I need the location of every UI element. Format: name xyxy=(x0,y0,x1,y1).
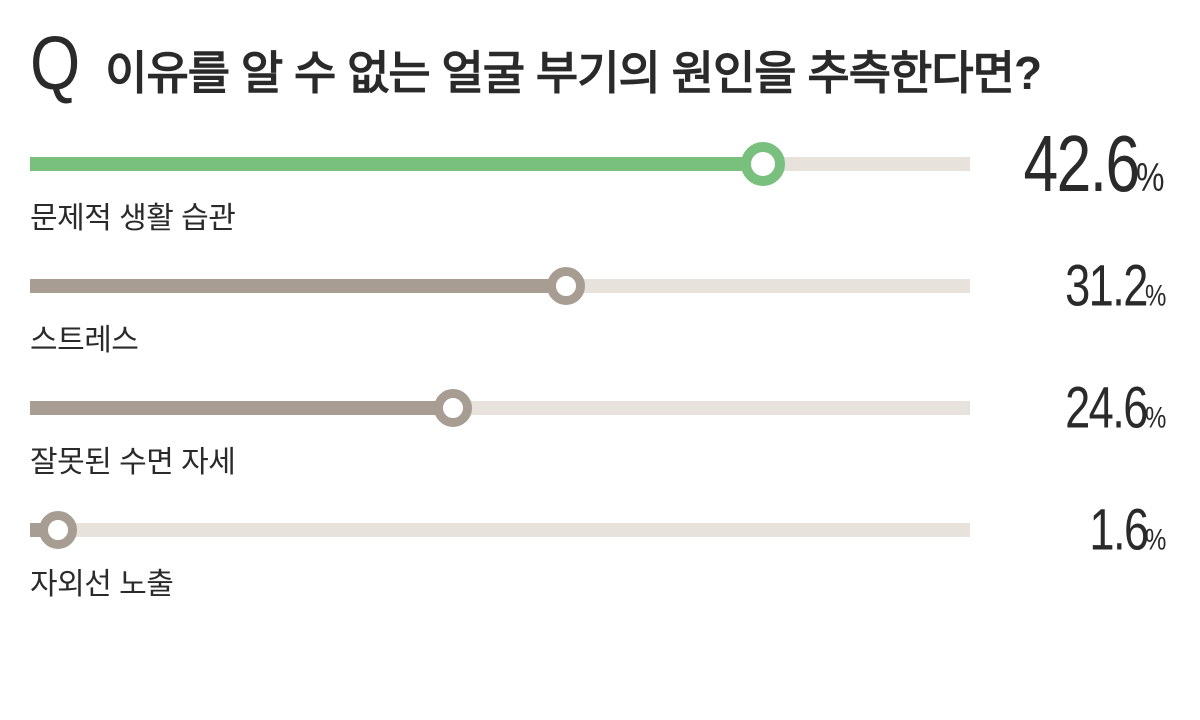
bar-value-number: 24.6 xyxy=(1065,375,1147,442)
bar-track xyxy=(30,523,970,537)
bar-value-number: 31.2 xyxy=(1065,253,1147,320)
bar-value: 31.2% xyxy=(1042,253,1170,320)
bar-row: 42.6%문제적 생활 습관 xyxy=(30,157,1170,237)
bar-fill xyxy=(30,401,453,415)
bar-track-wrap: 42.6% xyxy=(30,157,1170,171)
bar-label: 스트레스 xyxy=(30,315,1170,359)
bar-fill xyxy=(30,279,566,293)
question-text: 이유를 알 수 없는 얼굴 부기의 원인을 추측한다면? xyxy=(105,37,1041,103)
bar-value-number: 42.6 xyxy=(1023,118,1138,210)
bar-track-wrap: 31.2% xyxy=(30,279,1170,293)
bar-value-number: 1.6 xyxy=(1089,497,1147,564)
bar-fill xyxy=(30,157,763,171)
bar-row: 1.6% 자외선 노출 xyxy=(30,523,1170,603)
percent-sign: % xyxy=(1145,524,1165,558)
bar-track-wrap: 24.6% xyxy=(30,401,1170,415)
bars-container: 42.6%문제적 생활 습관31.2%스트레스24.6%잘못된 수면 자세1.6… xyxy=(30,157,1170,603)
bar-row: 24.6% 잘못된 수면 자세 xyxy=(30,401,1170,481)
percent-sign: % xyxy=(1145,280,1165,314)
bar-value: 42.6% xyxy=(991,118,1170,210)
percent-sign: % xyxy=(1136,156,1163,201)
bar-label: 잘못된 수면 자세 xyxy=(30,437,1170,481)
bar-background xyxy=(30,523,970,537)
bar-knob xyxy=(547,267,585,305)
percent-sign: % xyxy=(1145,402,1165,436)
q-mark: Q xyxy=(30,20,79,107)
bar-track xyxy=(30,157,970,171)
bar-knob xyxy=(741,142,785,186)
bar-track xyxy=(30,401,970,415)
bar-knob xyxy=(39,511,77,549)
bar-value: 24.6% xyxy=(1042,375,1170,442)
bar-label: 자외선 노출 xyxy=(30,559,1170,603)
bar-knob xyxy=(434,389,472,427)
bar-track-wrap: 1.6% xyxy=(30,523,1170,537)
bar-row: 31.2% 스트레스 xyxy=(30,279,1170,359)
chart-header: Q 이유를 알 수 없는 얼굴 부기의 원인을 추측한다면? xyxy=(30,20,1170,107)
bar-value: 1.6% xyxy=(1073,497,1170,564)
bar-track xyxy=(30,279,970,293)
